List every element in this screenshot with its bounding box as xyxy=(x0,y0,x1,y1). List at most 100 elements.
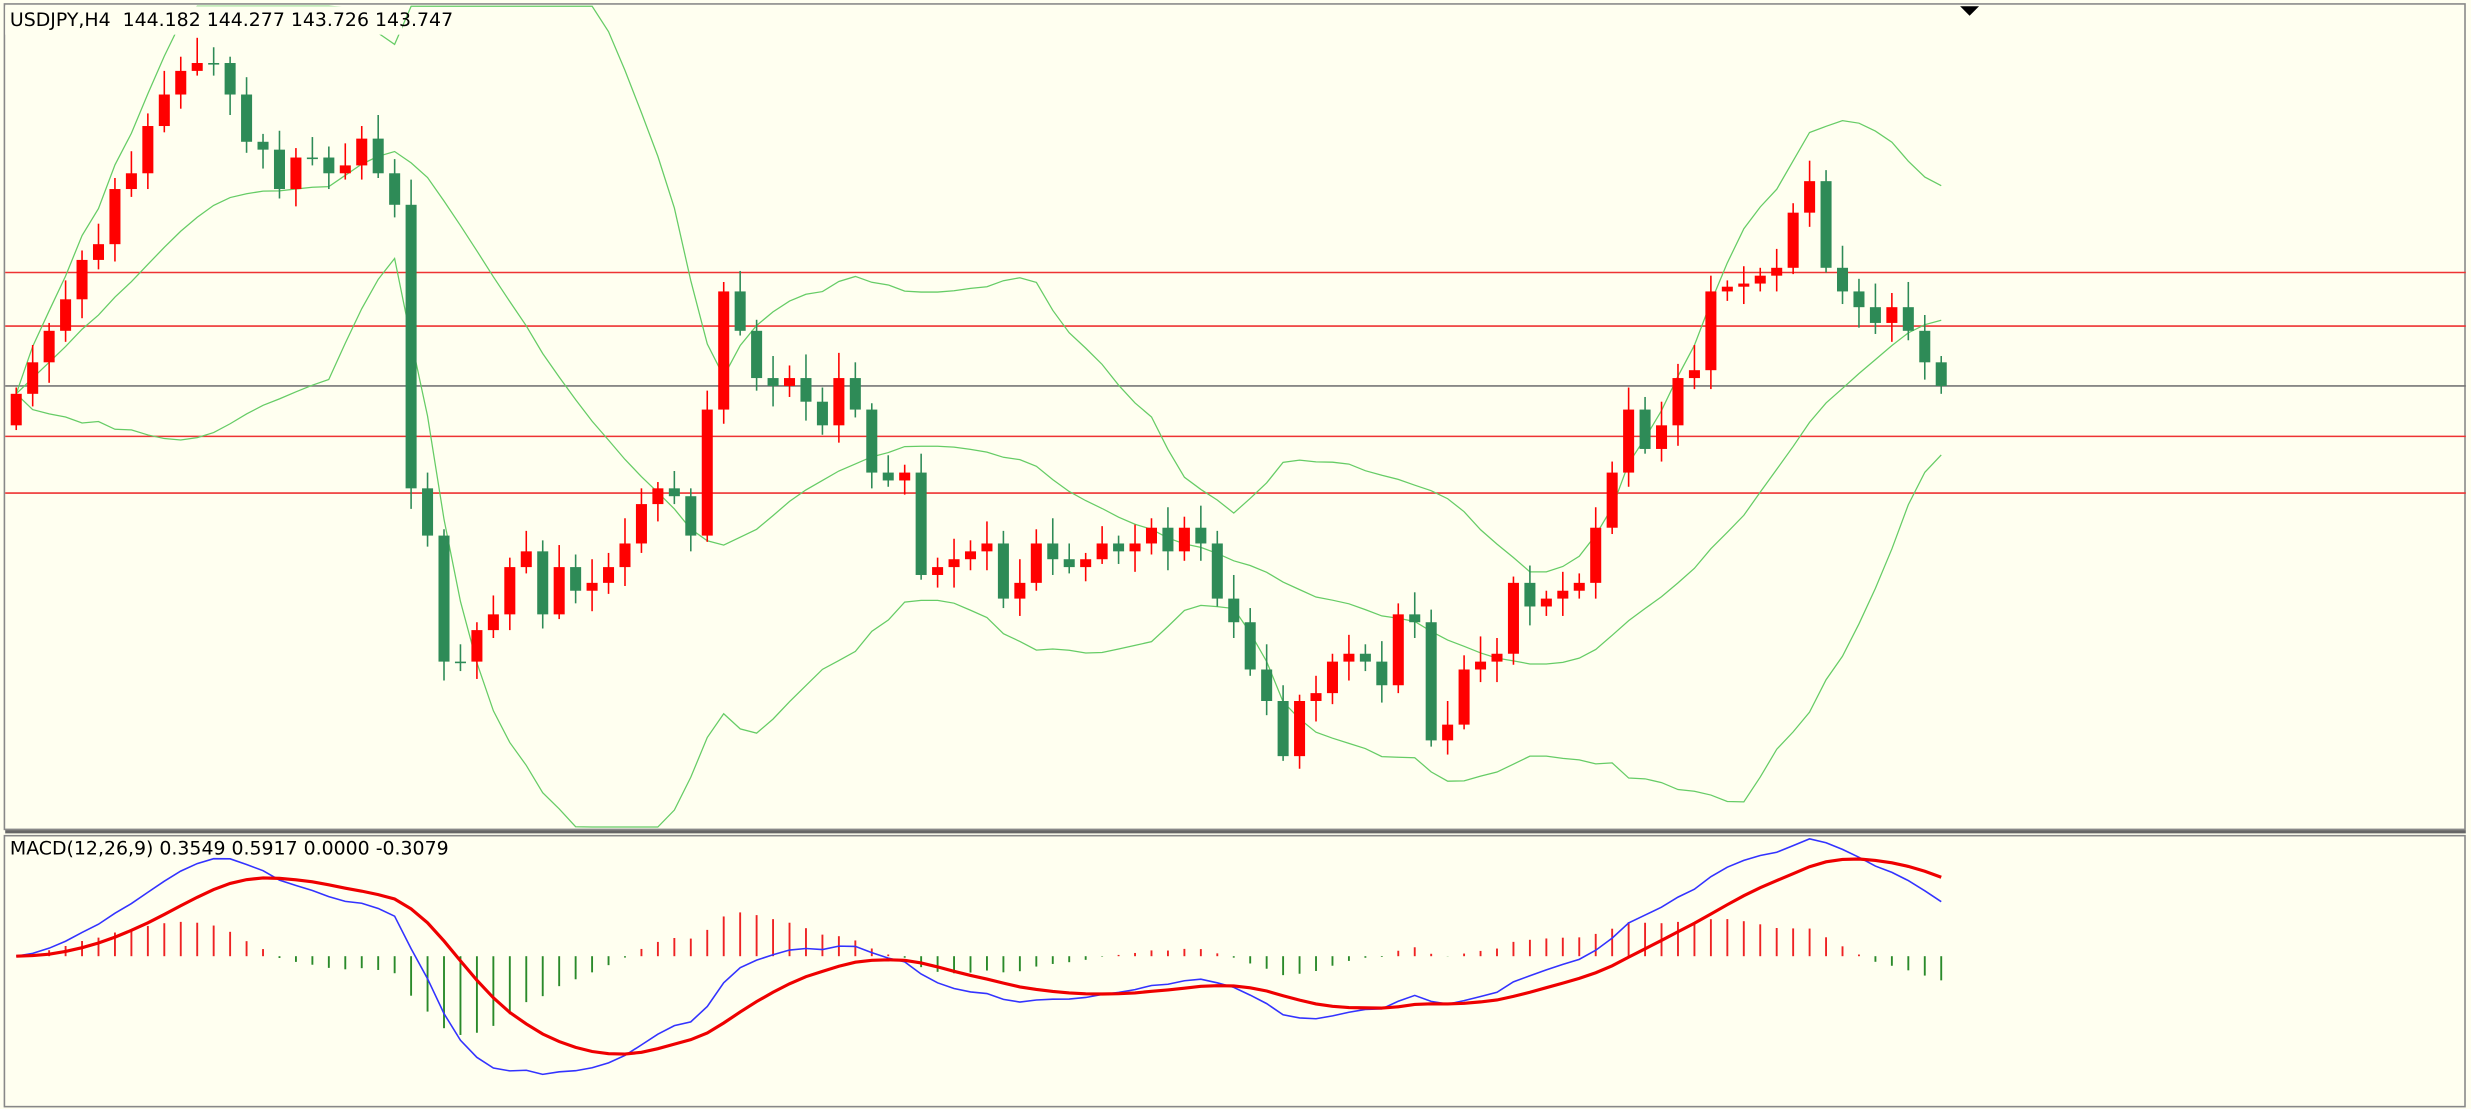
candle-body xyxy=(1688,370,1700,379)
candle-body xyxy=(619,543,631,568)
candle-body xyxy=(1294,701,1306,757)
candle-body xyxy=(701,409,713,536)
candle-body xyxy=(1277,701,1289,757)
candle-body xyxy=(553,567,565,615)
candle-body xyxy=(323,157,335,174)
candle-body xyxy=(586,582,598,591)
candle-body xyxy=(849,378,861,410)
candle-body xyxy=(10,393,22,426)
candle-body xyxy=(1310,693,1322,702)
candle-body xyxy=(224,63,236,95)
candle-body xyxy=(273,149,285,190)
candle-body xyxy=(1639,409,1651,449)
candle-body xyxy=(1096,543,1108,560)
candle-body xyxy=(1129,543,1141,552)
candle-body xyxy=(1902,307,1914,331)
candle-body xyxy=(1540,598,1552,607)
candle-body xyxy=(948,559,960,568)
candle-body xyxy=(1606,472,1618,528)
candle-body xyxy=(932,567,944,575)
candle-body xyxy=(1376,661,1388,686)
candle-body xyxy=(372,138,384,174)
candle-body xyxy=(520,551,532,568)
candle-body xyxy=(76,259,88,300)
candle-body xyxy=(405,204,417,489)
candle-body xyxy=(1590,527,1602,583)
candle-body xyxy=(1047,543,1059,560)
bollinger-band xyxy=(15,150,1942,665)
candle-body xyxy=(1754,275,1766,284)
candle-body xyxy=(1935,362,1947,386)
candle-body xyxy=(1524,582,1536,607)
macd-panel-frame xyxy=(3,834,2466,1108)
candle-body xyxy=(767,378,779,386)
candle-body xyxy=(1804,181,1816,213)
candle-body xyxy=(603,567,615,583)
candle-body xyxy=(487,614,499,631)
candle-body xyxy=(1162,527,1174,552)
candle-body xyxy=(1228,598,1240,623)
candle-body xyxy=(1557,590,1569,599)
candle-body xyxy=(1195,527,1207,544)
candle-body xyxy=(125,173,137,190)
candle-body xyxy=(306,157,318,160)
candle-body xyxy=(1178,527,1190,552)
candle-body xyxy=(438,535,450,662)
candle-body xyxy=(1787,212,1799,268)
candle-body xyxy=(734,291,746,331)
macd-label: MACD(12,26,9) 0.3549 0.5917 0.0000 -0.30… xyxy=(10,838,449,860)
candle-body xyxy=(356,138,368,166)
candle-body xyxy=(882,472,894,481)
candle-body xyxy=(899,472,911,481)
candle-body xyxy=(866,409,878,473)
candle-body xyxy=(191,63,203,71)
candle-body xyxy=(471,630,483,662)
candle-body xyxy=(668,488,680,497)
candle-body xyxy=(1721,286,1733,292)
candle-body xyxy=(800,378,812,402)
candle-body xyxy=(1705,291,1717,371)
candle-body xyxy=(142,126,154,174)
candle-body xyxy=(290,157,302,190)
candle-body xyxy=(1491,653,1503,662)
candle-body xyxy=(241,94,253,142)
candle-body xyxy=(997,543,1009,599)
candle-body xyxy=(175,70,187,95)
candle-body xyxy=(1326,661,1338,694)
candle-body xyxy=(1656,425,1668,449)
candle-body xyxy=(1080,559,1092,568)
candle-body xyxy=(652,488,664,505)
candle-body xyxy=(422,488,434,536)
candle-body xyxy=(1820,181,1832,268)
candle-body xyxy=(1359,653,1371,662)
candle-body xyxy=(915,472,927,575)
candle-body xyxy=(454,661,466,664)
candle-body xyxy=(1475,661,1487,670)
candle-body xyxy=(60,299,72,331)
candle-body xyxy=(1672,378,1684,426)
macd-main-line xyxy=(16,838,1942,1076)
candle-body xyxy=(1409,614,1421,623)
candle-body xyxy=(1771,267,1783,276)
candle-body xyxy=(339,165,351,174)
candle-body xyxy=(1244,622,1256,670)
candle-body xyxy=(504,567,516,615)
shift-marker xyxy=(1960,6,1980,16)
candle-body xyxy=(1886,307,1898,323)
candle-body xyxy=(1507,582,1519,654)
candle-body xyxy=(257,141,269,150)
candle-body xyxy=(981,543,993,552)
title-bg xyxy=(5,6,403,35)
candle-body xyxy=(1425,622,1437,741)
candle-body xyxy=(1211,543,1223,599)
macd xyxy=(16,838,1943,1076)
candle-body xyxy=(1014,582,1026,599)
symbol-title: USDJPY,H4 144.182 144.277 143.726 143.74… xyxy=(10,9,453,31)
candle-body xyxy=(964,551,977,560)
candle-body xyxy=(1442,724,1454,741)
candle-body xyxy=(92,244,105,260)
bollinger-band xyxy=(15,257,1942,828)
candle-body xyxy=(1343,653,1355,662)
